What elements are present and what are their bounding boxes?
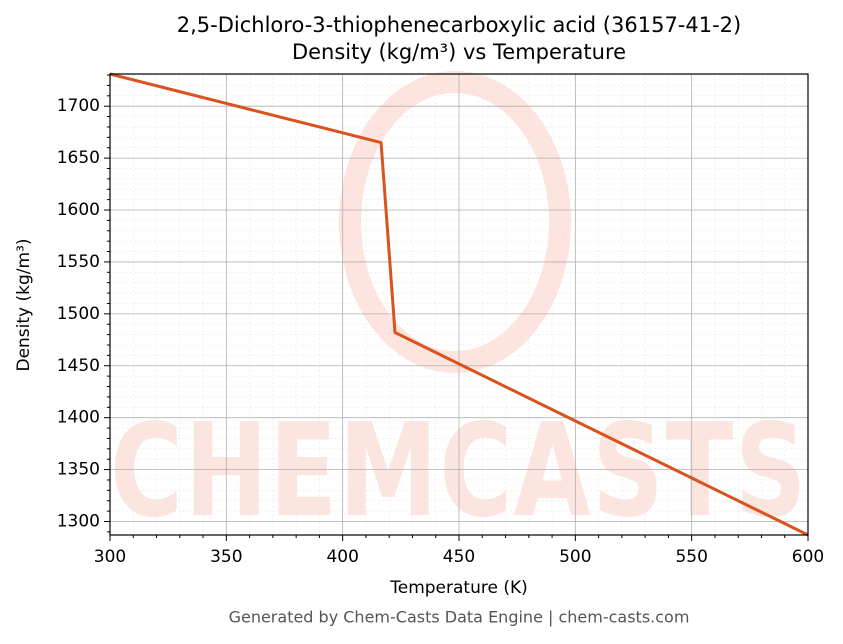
x-tick-label: 300: [94, 547, 126, 567]
footer: Generated by Chem-Casts Data Engine | ch…: [229, 608, 690, 627]
plot-frame: [109, 73, 809, 536]
y-tick-label: 1600: [57, 200, 100, 220]
x-tick-label: 500: [559, 547, 591, 567]
y-tick-label: 1350: [57, 460, 100, 480]
x-tick-label: 600: [792, 547, 824, 567]
y-tick-label: 1500: [57, 304, 100, 324]
x-tick-label: 350: [210, 547, 242, 567]
x-tick-label: 450: [443, 547, 475, 567]
data-line: [109, 72, 809, 537]
y-tick-label: 1550: [57, 252, 100, 272]
y-axis-label: Density (kg/m³): [14, 238, 34, 371]
x-tick-label: 400: [326, 547, 358, 567]
y-tick-label: 1400: [57, 408, 100, 428]
y-tick-label: 1650: [57, 148, 100, 168]
chart-title: 2,5-Dichloro-3-thiophenecarboxylic acid …: [177, 13, 741, 37]
y-tick-label: 1300: [57, 512, 100, 532]
y-tick-label: 1700: [57, 96, 100, 116]
chart-subtitle: Density (kg/m³) vs Temperature: [292, 40, 626, 64]
x-tick-label: 550: [675, 547, 707, 567]
x-axis-label: Temperature (K): [389, 578, 528, 598]
y-tick-label: 1450: [57, 356, 100, 376]
